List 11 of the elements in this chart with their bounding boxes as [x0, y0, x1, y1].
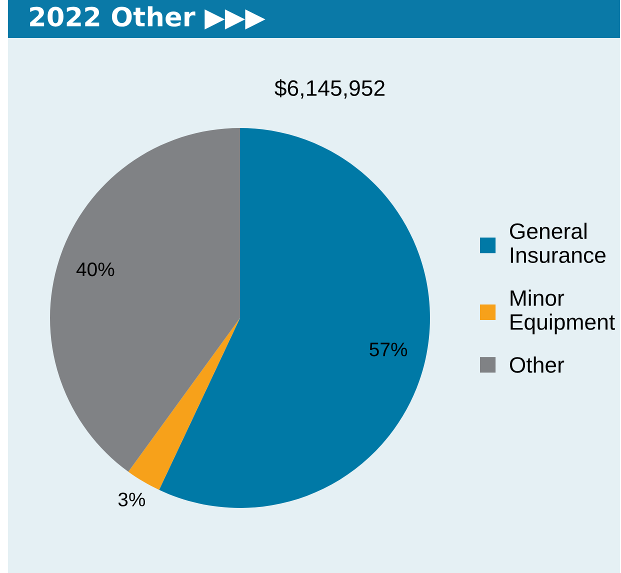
data-label: 3% [118, 492, 146, 506]
data-label: 40% [76, 262, 114, 276]
pie-slice [128, 318, 240, 490]
chart-title: 2022 Other ▶▶▶ [30, 6, 266, 30]
chart-subtitle: $6,145,952 [274, 79, 384, 99]
legend-label: Minor Equipment [510, 290, 615, 334]
pie-slice [50, 128, 240, 472]
pie-slice [159, 128, 430, 508]
data-label: 57% [370, 342, 408, 356]
legend-label: Other [510, 356, 564, 373]
legend-label: General Insurance [510, 222, 606, 264]
